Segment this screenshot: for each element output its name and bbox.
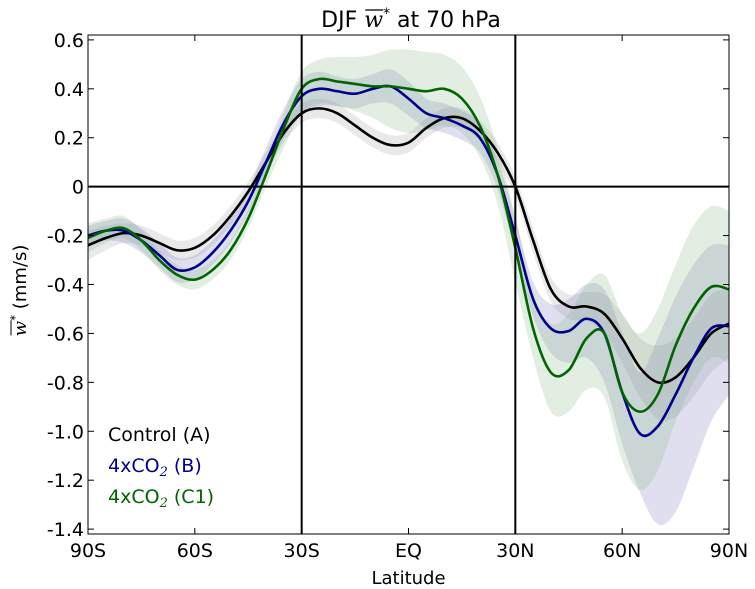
chart-title: DJF w* at 70 hPa	[321, 6, 501, 33]
x-tick-label: EQ	[395, 540, 422, 562]
legend-label-co2-b-suffix: (B)	[168, 455, 202, 477]
reference-lines	[88, 35, 729, 534]
legend-label-co2-c1-suffix: (C1)	[168, 486, 214, 508]
y-tick-label: 0.2	[54, 128, 84, 150]
title-prefix: DJF	[321, 8, 364, 33]
y-tick-label: -1.4	[47, 519, 84, 541]
ylabel-superscript: *	[8, 315, 22, 321]
axis-ticks: 90S 60S 30S EQ 30N 60N 90N 0.6 0.4 0.2 0 -0.2 -0.4 -0…	[47, 30, 748, 562]
ylabel-suffix: (mm/s)	[10, 245, 31, 315]
legend: Control (A) 4xCO2 (B) 4xCO2 (C1)	[108, 424, 214, 511]
legend-label-control: Control (A)	[108, 424, 211, 446]
y-tick-label: 0	[72, 177, 84, 199]
y-tick-label: -0.4	[47, 275, 84, 297]
title-suffix: at 70 hPa	[390, 8, 501, 33]
legend-label-co2-c1-prefix: 4xCO	[108, 486, 160, 508]
y-tick-label: 0.6	[54, 30, 84, 52]
y-tick-label: -0.8	[47, 372, 84, 394]
band-co2-c1	[88, 49, 729, 491]
legend-entry-co2-c1: 4xCO2 (C1)	[108, 486, 214, 511]
x-tick-label: 30N	[496, 540, 534, 562]
y-axis-label: w* (mm/s)	[8, 245, 31, 337]
y-tick-label: -1.0	[47, 421, 84, 443]
x-tick-label: 60N	[603, 540, 641, 562]
x-tick-label: 90N	[710, 540, 748, 562]
confidence-bands	[88, 49, 729, 526]
legend-entry-control: Control (A)	[108, 424, 211, 446]
title-symbol: w	[364, 8, 383, 33]
y-tick-label: 0.4	[54, 79, 84, 101]
legend-label-co2-b-prefix: 4xCO	[108, 455, 160, 477]
series-lines	[88, 77, 729, 438]
x-tick-label: 30S	[284, 540, 320, 562]
y-tick-label: -0.6	[47, 323, 84, 345]
legend-label-co2-c1-subscript: 2	[159, 496, 168, 511]
x-tick-label: 60S	[177, 540, 213, 562]
legend-label-co2-b-subscript: 2	[159, 465, 168, 480]
x-axis-label: Latitude	[371, 568, 445, 589]
x-tick-label: 90S	[70, 540, 106, 562]
svg-text:w* (mm/s): w* (mm/s)	[8, 245, 31, 337]
ylabel-symbol: w	[10, 320, 31, 336]
band-control	[88, 98, 729, 421]
title-superscript: *	[383, 6, 390, 22]
series-line-co2-c1	[88, 77, 729, 413]
legend-entry-co2-b: 4xCO2 (B)	[108, 455, 202, 480]
y-tick-label: -0.2	[47, 226, 84, 248]
y-tick-label: -1.2	[47, 470, 84, 492]
series-line-control	[88, 107, 729, 385]
band-co2-b	[88, 69, 729, 526]
